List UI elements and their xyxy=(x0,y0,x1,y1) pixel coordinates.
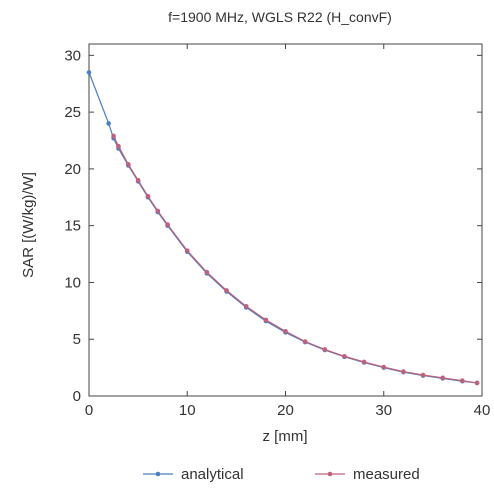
y-tick-label-3: 15 xyxy=(64,218,81,235)
y-tick-label-1: 5 xyxy=(73,331,81,348)
data-point-measured-14 xyxy=(322,347,328,352)
data-point-measured-10 xyxy=(243,303,249,309)
x-tick-label-2: 20 xyxy=(277,402,294,419)
data-point-measured-21 xyxy=(460,378,465,383)
data-point-measured-13 xyxy=(302,339,308,344)
data-point-analytical-0 xyxy=(86,70,92,75)
legend-label-analytical: analytical xyxy=(181,466,244,483)
legend-marker-analytical xyxy=(155,471,161,477)
data-point-measured-20 xyxy=(440,375,446,381)
y-tick-label-5: 25 xyxy=(64,104,81,121)
data-point-measured-11 xyxy=(263,317,269,323)
data-point-measured-2 xyxy=(126,162,131,167)
legend-label-measured: measured xyxy=(353,466,420,483)
x-tick-label-0: 0 xyxy=(85,402,93,419)
legend: analytical measured xyxy=(143,466,420,483)
data-point-measured-3 xyxy=(135,177,141,183)
plot-area: 0 10 20 30 40 0 5 10 15 20 25 30 xyxy=(64,43,491,419)
x-tick-label-3: 30 xyxy=(375,402,392,419)
data-point-measured-1 xyxy=(116,143,121,149)
x-axis-title: z [mm] xyxy=(263,428,308,445)
x-tick-label-4: 40 xyxy=(474,402,491,419)
data-point-measured-15 xyxy=(342,353,347,359)
data-point-measured-4 xyxy=(145,193,151,199)
data-point-measured-7 xyxy=(184,248,190,253)
y-axis-title: SAR [(W/kg)/W] xyxy=(20,172,37,278)
data-point-measured-22 xyxy=(474,380,480,386)
y-tick-label-0: 0 xyxy=(73,388,81,405)
data-point-measured-8 xyxy=(204,269,210,275)
data-point-measured-16 xyxy=(361,359,367,365)
y-tick-label-6: 30 xyxy=(64,47,81,64)
x-tick-label-1: 10 xyxy=(179,402,196,419)
data-point-measured-9 xyxy=(224,288,229,293)
plot-frame xyxy=(88,43,483,397)
data-point-measured-18 xyxy=(401,369,406,374)
data-point-measured-0 xyxy=(111,133,116,139)
y-tick-label-2: 10 xyxy=(64,274,81,291)
data-point-measured-19 xyxy=(420,372,426,378)
data-point-measured-6 xyxy=(165,222,170,227)
data-point-measured-12 xyxy=(283,328,288,334)
data-point-measured-5 xyxy=(155,208,161,214)
series-line-analytical xyxy=(88,72,478,384)
data-point-analytical-1 xyxy=(106,121,111,126)
legend-marker-measured xyxy=(327,471,333,477)
series-line-measured xyxy=(113,135,478,384)
data-point-measured-17 xyxy=(381,364,387,370)
chart-title: f=1900 MHz, WGLS R22 (H_convF) xyxy=(168,9,392,25)
y-tick-label-4: 20 xyxy=(64,161,81,178)
